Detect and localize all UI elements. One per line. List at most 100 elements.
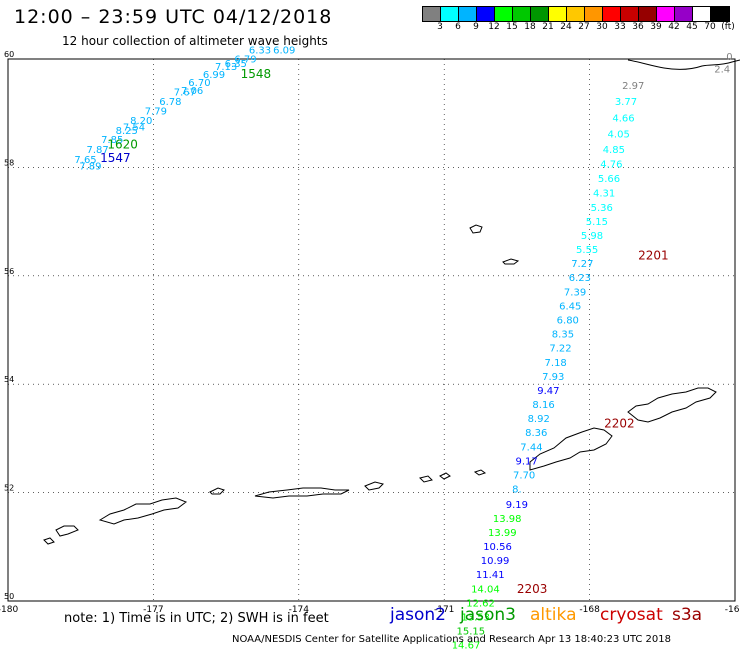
wave-height-value: 5.55: [576, 245, 598, 256]
wave-height-value: 6.23: [569, 273, 591, 284]
observation-values: 2.97 3.77 4.66 4.05 4.85 4.76 5.66 4.31 5.36 5.15…: [74, 46, 644, 650]
coastline-island: [502, 258, 520, 265]
wave-height-value: 10.99: [481, 556, 510, 567]
color-scale-label: 18: [524, 22, 536, 32]
color-scale-label: 30: [596, 22, 608, 32]
wave-height-value: 7.13: [215, 62, 237, 73]
color-swatch: [711, 7, 729, 21]
y-tick-label: 52: [4, 484, 14, 493]
wave-height-value: 7.54: [123, 123, 145, 134]
color-scale-label: 3: [437, 22, 443, 32]
color-swatch: [459, 7, 477, 21]
color-swatch: [423, 7, 441, 21]
credit-footer: NOAA/NESDIS Center for Satellite Applica…: [232, 634, 671, 645]
edge-value: 0: [726, 52, 732, 63]
color-scale-label: 33: [614, 22, 626, 32]
coastline-island: [43, 537, 55, 545]
wave-height-value: 8.16: [532, 400, 554, 411]
wave-height-value: 8.35: [552, 330, 574, 341]
color-scale-label: 27: [578, 22, 590, 32]
color-scale-label: 6: [455, 22, 461, 32]
wave-height-value: 13.99: [488, 528, 517, 539]
edge-value: 2.4: [714, 65, 730, 76]
wave-height-value: 4.85: [603, 145, 625, 156]
color-swatch: [441, 7, 459, 21]
map-frame: [7, 58, 736, 602]
wave-height-value: 10.56: [483, 542, 512, 553]
wave-height-value: 4.31: [593, 189, 615, 200]
color-scale-label: 12: [488, 22, 500, 32]
coastline-island: [209, 487, 225, 495]
y-tick-label: 60: [4, 50, 14, 59]
wave-height-value: 7.27: [571, 259, 593, 270]
wave-height-value: 11.41: [476, 570, 505, 581]
wave-height-value: 9.47: [537, 386, 559, 397]
wave-height-value: 7.65: [74, 155, 96, 166]
x-tick-label: -177: [143, 605, 163, 615]
wave-height-value: 15.15: [457, 627, 486, 638]
coastline-island: [419, 475, 433, 483]
wave-height-value: 5.66: [598, 174, 620, 185]
color-scale-label: 15: [506, 22, 518, 32]
color-scale-label: (ft): [721, 22, 735, 32]
color-swatch: [495, 7, 513, 21]
coastline-aleutians-east: [529, 427, 613, 471]
color-scale-bar: [422, 6, 730, 22]
page-subtitle: 12 hour collection of altimeter wave hei…: [62, 34, 328, 48]
wave-height-value: 7.67: [174, 87, 196, 98]
wave-height-value: 14.04: [471, 584, 500, 595]
color-scale-label: 42: [668, 22, 680, 32]
wave-height-value: 4.05: [608, 130, 630, 141]
coastline-alaska-peninsula: [627, 387, 717, 423]
wave-height-value: 6.09: [273, 46, 295, 57]
units-note: note: 1) Time is in UTC; 2) SWH is in fe…: [64, 611, 329, 626]
color-scale-label: 45: [686, 22, 698, 32]
wave-height-value: 14.67: [452, 641, 481, 650]
wave-height-value: 3.77: [615, 97, 637, 108]
pass-time-label: 1620: [107, 137, 138, 151]
color-swatch: [549, 7, 567, 21]
color-swatch: [585, 7, 603, 21]
satellite-legend-jason3: jason3: [460, 605, 516, 625]
wave-height-value: 7.06: [181, 86, 203, 97]
color-swatch: [477, 7, 495, 21]
wave-height-value: 6.33: [249, 46, 271, 57]
color-swatch: [621, 7, 639, 21]
coastlines: [43, 59, 740, 545]
wave-height-value: 6.70: [188, 78, 210, 89]
x-tick-label: -180: [0, 605, 18, 615]
wave-height-value: 7.18: [545, 358, 567, 369]
wave-height-value: 7.22: [549, 344, 571, 355]
wave-height-value: 6.79: [234, 54, 256, 65]
wave-height-value: 9.17: [515, 456, 537, 467]
color-scale-label: 24: [560, 22, 572, 32]
wave-height-value: 5.36: [591, 203, 613, 214]
wave-height-value: 5.98: [581, 231, 603, 242]
wave-height-value: 5.15: [586, 217, 608, 228]
wave-height-value: 6.45: [559, 301, 581, 312]
color-swatch: [693, 7, 711, 21]
x-tick-label: -168: [579, 605, 600, 615]
wave-height-value: 8.20: [130, 116, 152, 127]
coastline-alaska-mainland: [627, 59, 740, 70]
wave-height-value: 13.53: [461, 613, 490, 624]
page-title: 12:00 – 23:59 UTC 04/12/2018: [14, 6, 333, 28]
satellite-legend-altika: altika: [530, 605, 577, 625]
color-swatch: [513, 7, 531, 21]
color-scale-label: 21: [542, 22, 554, 32]
coastline-island: [469, 224, 483, 234]
color-swatch: [567, 7, 585, 21]
color-swatch: [531, 7, 549, 21]
pass-time-label: 1547: [100, 151, 131, 165]
wave-height-value: 7.44: [520, 442, 542, 453]
x-tick-label: -174: [289, 605, 310, 615]
wave-height-value: 7.85: [101, 135, 123, 146]
wave-height-value: 8.36: [525, 428, 547, 439]
wave-height-value: 4.66: [612, 113, 634, 124]
wave-height-value: 7.70: [513, 471, 535, 482]
wave-height-value: 7.87: [87, 145, 109, 156]
coastline-island: [473, 469, 487, 476]
wave-height-value: 8.92: [528, 414, 550, 425]
